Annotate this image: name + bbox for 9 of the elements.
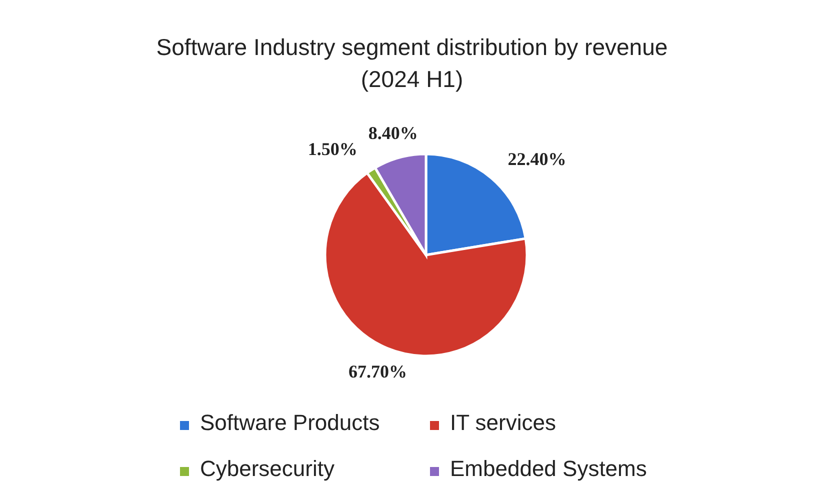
data-label: 1.50% — [308, 139, 358, 160]
legend-label: Embedded Systems — [450, 456, 647, 481]
legend-label: IT services — [450, 410, 556, 435]
chart-title: Software Industry segment distribution by revenue (2024 H1) — [156, 34, 668, 92]
data-label: 22.40% — [508, 148, 566, 169]
legend-label: Software Products — [200, 410, 380, 435]
legend-label: Cybersecurity — [200, 456, 334, 481]
data-label: 8.40% — [368, 123, 418, 144]
data-label: 67.70% — [348, 362, 407, 382]
